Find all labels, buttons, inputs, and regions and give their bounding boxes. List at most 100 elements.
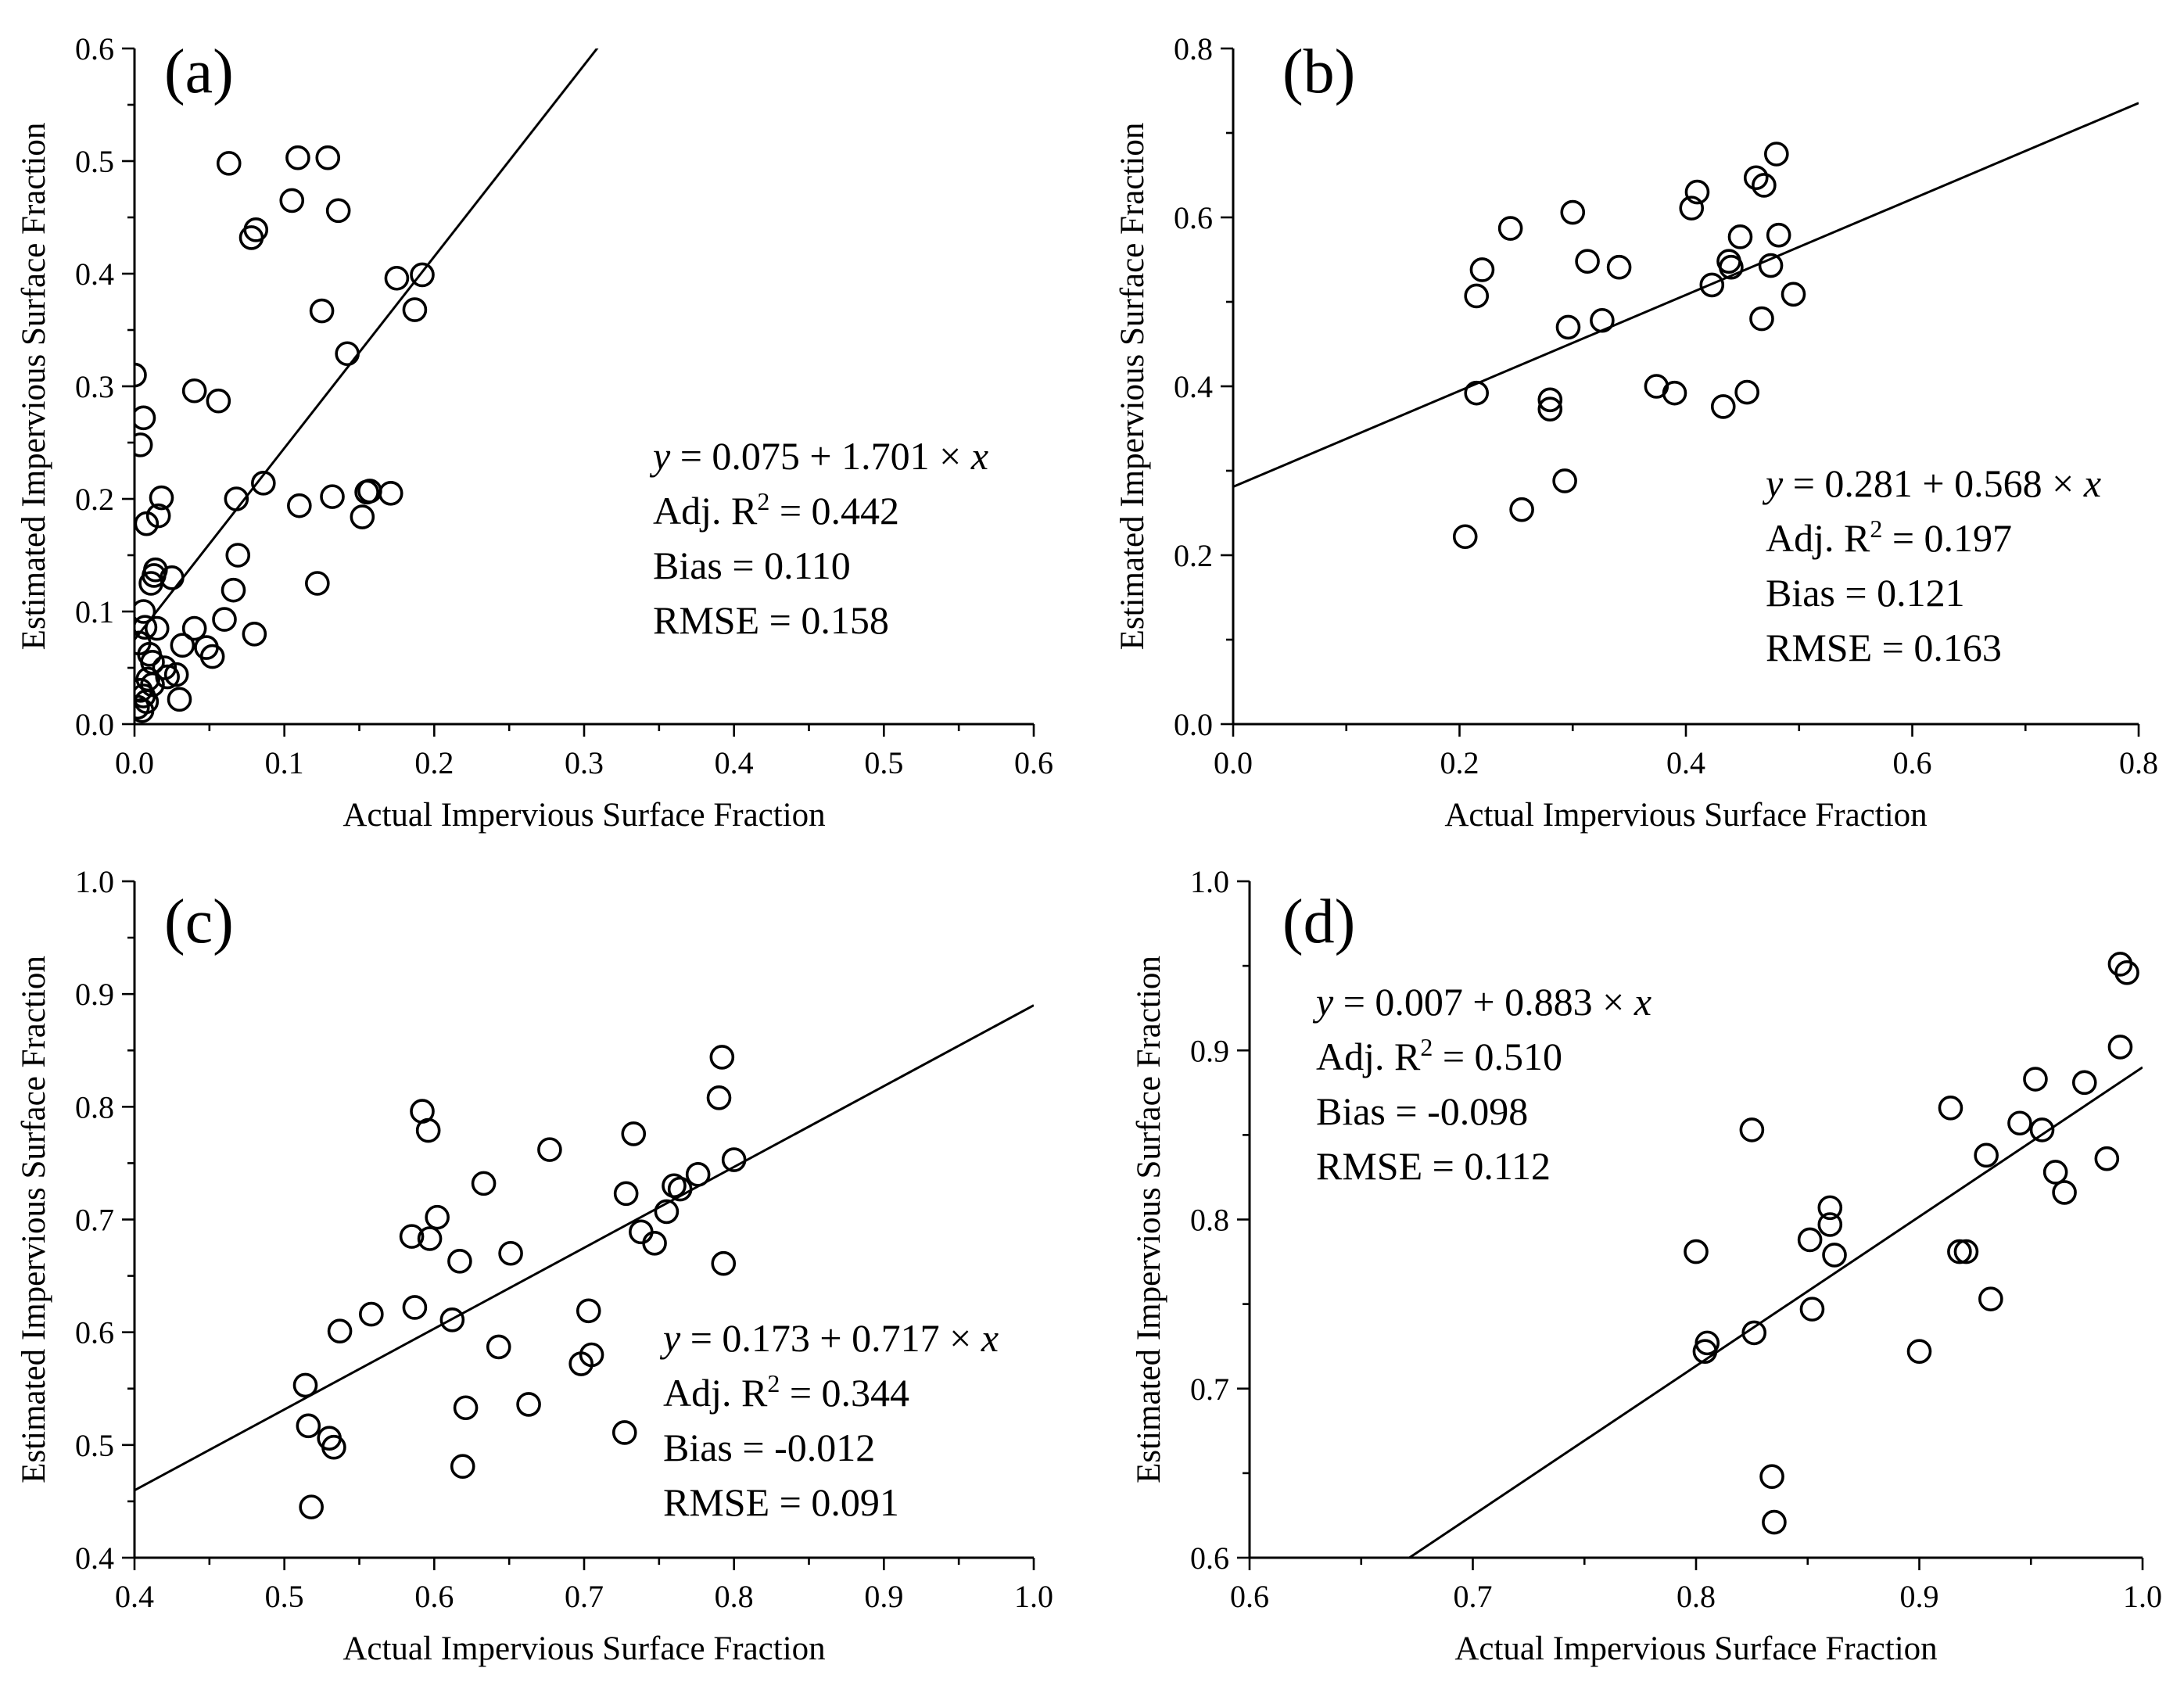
- data-point: [579, 1342, 604, 1368]
- fit-equation: y = 0.173 + 0.717 × x: [659, 1316, 999, 1360]
- y-tick-label: 0.0: [1174, 707, 1213, 742]
- data-point: [216, 151, 242, 176]
- x-tick-label: 0.5: [864, 745, 903, 780]
- data-point: [1817, 1195, 1843, 1221]
- data-point: [134, 432, 153, 457]
- data-point: [134, 405, 156, 431]
- x-tick-label: 0.6: [1893, 745, 1932, 780]
- data-point: [1822, 1243, 1847, 1268]
- panel-b: (b) Actual Impervious Surface Fraction E…: [1114, 31, 2158, 834]
- data-point: [1799, 1297, 1825, 1322]
- data-point: [498, 1240, 523, 1266]
- data-point: [2107, 1035, 2133, 1060]
- y-tick-label: 1.0: [75, 864, 114, 899]
- data-point: [199, 644, 225, 669]
- data-point: [2107, 952, 2133, 977]
- data-point: [721, 1147, 747, 1172]
- data-point: [279, 188, 305, 213]
- data-point: [1953, 1239, 1979, 1264]
- data-point: [399, 1224, 425, 1249]
- data-point: [1741, 1320, 1767, 1346]
- data-point: [155, 664, 180, 690]
- data-point: [709, 1045, 735, 1070]
- y-tick-label: 0.1: [75, 594, 114, 629]
- x-axis-label: Actual Impervious Surface Fraction: [342, 797, 825, 834]
- data-point: [285, 145, 310, 170]
- data-point: [1781, 282, 1806, 307]
- scatter-points: [1452, 142, 1806, 550]
- x-axis-label: Actual Impervious Surface Fraction: [342, 1630, 825, 1667]
- data-point: [2052, 1180, 2077, 1205]
- data-point: [1743, 165, 1769, 191]
- data-point: [181, 378, 207, 404]
- x-tick-label: 0.3: [565, 745, 604, 780]
- data-point: [221, 577, 246, 603]
- x-tick-label: 0.5: [265, 1579, 304, 1614]
- y-tick-label: 0.7: [1190, 1372, 1229, 1407]
- data-point: [320, 484, 345, 509]
- x-tick-label: 0.0: [1214, 745, 1253, 780]
- x-tick-label: 0.6: [414, 1579, 454, 1614]
- panel-label: (d): [1282, 888, 1355, 956]
- scatter-points: [292, 1045, 747, 1519]
- data-point: [516, 1392, 541, 1417]
- y-tick-label: 0.5: [75, 1428, 114, 1463]
- data-point: [2094, 1146, 2120, 1171]
- data-point: [378, 480, 403, 506]
- data-point: [167, 687, 192, 712]
- data-point: [327, 1318, 353, 1344]
- x-tick-label: 0.6: [1014, 745, 1053, 780]
- data-point: [1606, 254, 1632, 280]
- data-point: [135, 666, 161, 692]
- data-point: [1797, 1227, 1823, 1253]
- panel-a: (a) Actual Impervious Surface Fraction E…: [16, 31, 1053, 834]
- y-tick-label: 0.8: [75, 1089, 114, 1124]
- x-tick-label: 0.2: [414, 745, 454, 780]
- data-point: [206, 388, 231, 414]
- data-point: [1452, 524, 1478, 550]
- adj-r2: Adj. R2 = 0.510: [1316, 1033, 1562, 1078]
- data-point: [224, 486, 249, 511]
- y-tick-label: 0.6: [1174, 200, 1213, 235]
- y-tick-label: 0.7: [75, 1203, 114, 1238]
- data-point: [1727, 224, 1753, 249]
- rmse-stat: RMSE = 0.091: [663, 1480, 899, 1524]
- data-point: [181, 615, 207, 641]
- y-tick-label: 0.4: [75, 1541, 114, 1576]
- data-point: [140, 672, 165, 698]
- data-point: [1555, 314, 1581, 340]
- regression-line: [134, 48, 599, 640]
- y-tick-label: 0.3: [75, 369, 114, 404]
- data-point: [384, 265, 410, 291]
- y-tick-label: 0.5: [75, 144, 114, 179]
- y-tick-label: 0.4: [1174, 369, 1213, 404]
- data-point: [685, 1162, 711, 1187]
- x-tick-label: 0.7: [1454, 1579, 1493, 1614]
- x-tick-label: 0.1: [265, 745, 304, 780]
- data-point: [1699, 272, 1725, 298]
- x-tick-label: 0.8: [2119, 745, 2158, 780]
- data-point: [305, 571, 330, 596]
- data-point: [243, 217, 269, 242]
- data-point: [149, 485, 174, 511]
- data-point: [667, 1176, 693, 1202]
- panel-label: (b): [1282, 38, 1355, 106]
- y-tick-label: 1.0: [1190, 864, 1229, 899]
- data-point: [134, 362, 147, 388]
- data-point: [299, 1494, 324, 1519]
- y-tick-label: 0.0: [75, 707, 114, 742]
- data-point: [335, 341, 360, 367]
- data-point: [629, 1219, 654, 1245]
- data-point: [1749, 306, 1774, 332]
- x-tick-label: 0.8: [715, 1579, 754, 1614]
- data-point: [134, 511, 160, 536]
- data-point: [1719, 254, 1744, 280]
- y-tick-label: 0.6: [75, 1315, 114, 1350]
- scatter-points: [1684, 952, 2139, 1535]
- data-point: [134, 694, 150, 720]
- y-axis-label: Estimated Impervious Surface Fraction: [1131, 956, 1167, 1483]
- data-point: [242, 621, 267, 647]
- adj-r2: Adj. R2 = 0.197: [1766, 515, 2012, 560]
- data-point: [1759, 1464, 1784, 1489]
